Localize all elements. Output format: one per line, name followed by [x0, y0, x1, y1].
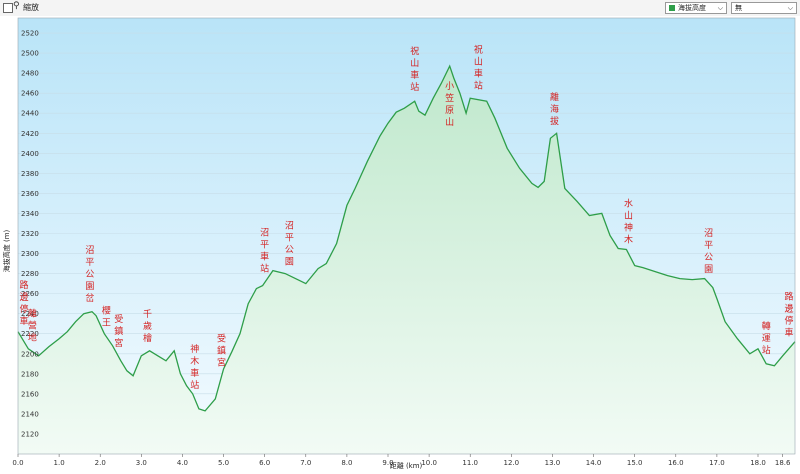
plot-border: [17, 17, 796, 455]
y-tick-label: 2200: [21, 350, 39, 358]
y-tick-label: 2420: [21, 130, 39, 138]
series-select[interactable]: 海拔高度 ⌵: [665, 2, 727, 14]
waypoint-label: 路邊停車: [784, 290, 793, 338]
y-tick-label: 2120: [21, 430, 39, 438]
y-tick-label: 2320: [21, 230, 39, 238]
y-tick-label: 2360: [21, 190, 39, 198]
waypoint-label: 祝山車站: [474, 44, 483, 92]
chevron-down-icon: ⌵: [787, 4, 793, 12]
y-axis-ticks: 2120 2140 2160 2180 2200 2220 2240 2260 2280 2300…: [21, 30, 39, 439]
y-tick-label: 2180: [21, 370, 39, 378]
waypoint-label: 神木車站: [190, 343, 199, 391]
y-tick-label: 2480: [21, 70, 39, 78]
waypoint-label: 小笠原山: [445, 81, 454, 128]
x-axis-ticks: 0.0 1.0 2.0 3.0 4.0 5.0 6.0 7.0 8.0 9.0 10.0 11.0 12…: [12, 454, 791, 467]
waypoint-label: 路邊停車: [19, 279, 28, 327]
x-tick-label: 1.0: [54, 459, 65, 467]
zoom-checkbox[interactable]: [3, 3, 13, 13]
x-tick-label: 11.0: [462, 459, 478, 467]
y-tick-label: 2240: [21, 310, 39, 318]
x-tick-label: 10.0: [421, 459, 437, 467]
waypoint-annotations: 路邊停車離營地沼平公園岔櫻王 受鎮宮千歲檜神木車站受鎮宮沼平車站沼平公園祝山車站小…: [19, 44, 793, 391]
y-axis-label: 海拔高度 (m): [2, 229, 11, 272]
waypoint-label: 千歲檜: [143, 309, 152, 344]
waypoint-label: 祝山車站: [410, 45, 419, 93]
x-tick-label: 3.0: [136, 459, 147, 467]
x-tick-label: 9.0: [382, 459, 393, 467]
y-tick-label: 2280: [21, 270, 39, 278]
y-tick-label: 2380: [21, 170, 39, 178]
y-tick-label: 2220: [21, 330, 39, 338]
x-tick-label: 15.0: [627, 459, 643, 467]
toolbar: ⚲ 縮放 海拔高度 ⌵ 無 ⌵: [0, 0, 800, 16]
y-tick-label: 2400: [21, 150, 39, 158]
waypoint-label: 受鎮宮: [217, 332, 226, 368]
elevation-chart[interactable]: 2120 2140 2160 2180 2200 2220 2240 2260 2280 2300…: [0, 16, 800, 474]
y-tick-label: 2520: [21, 30, 39, 38]
x-tick-label: 16.0: [668, 459, 684, 467]
waypoint-label: 水山神木: [624, 198, 633, 246]
waypoint-label: 沼平公園岔: [85, 245, 94, 304]
y-tick-label: 2440: [21, 110, 39, 118]
x-tick-label: 6.0: [259, 459, 270, 467]
waypoint-label: 離海拔: [550, 91, 559, 127]
x-tick-label: 4.0: [177, 459, 188, 467]
waypoint-label: 受鎮宮: [114, 313, 123, 349]
x-tick-label: 17.0: [709, 459, 725, 467]
zoom-label: 縮放: [23, 3, 39, 12]
elevation-line: [17, 64, 796, 412]
x-tick-label: 14.0: [586, 459, 602, 467]
x-tick-label: 5.0: [218, 459, 229, 467]
y-tick-label: 2260: [21, 290, 39, 298]
waypoint-label: 離營地: [28, 308, 37, 344]
x-tick-label: 2.0: [95, 459, 106, 467]
y-tick-label: 2140: [21, 410, 39, 418]
x-tick-label: 18.6: [775, 459, 791, 467]
x-axis-label: 距離 (km): [390, 461, 423, 470]
waypoint-label: 轉運站: [762, 320, 771, 356]
waypoint-label: 沼平公園: [285, 221, 294, 268]
waypoint-label: 櫻王: [102, 305, 111, 329]
x-tick-label: 0.0: [12, 459, 23, 467]
y-tick-label: 2500: [21, 50, 39, 58]
overlay-select-value: 無: [735, 4, 742, 12]
x-tick-label: 12.0: [504, 459, 520, 467]
x-tick-label: 8.0: [341, 459, 352, 467]
y-tick-label: 2300: [21, 250, 39, 258]
series-select-value: 海拔高度: [678, 4, 706, 12]
series-color-swatch: [669, 5, 675, 11]
chevron-down-icon: ⌵: [717, 4, 723, 12]
x-tick-label: 7.0: [300, 459, 311, 467]
magnifier-icon: ⚲: [13, 1, 20, 11]
x-tick-label: 13.0: [545, 459, 561, 467]
waypoint-label: 沼平車站: [260, 228, 269, 275]
waypoint-label: 沼平公園: [704, 228, 713, 275]
y-tick-label: 2460: [21, 90, 39, 98]
overlay-select[interactable]: 無 ⌵: [731, 2, 797, 14]
x-tick-label: 18.0: [750, 459, 766, 467]
y-tick-label: 2160: [21, 390, 39, 398]
y-tick-label: 2340: [21, 210, 39, 218]
elevation-area: [18, 66, 795, 454]
